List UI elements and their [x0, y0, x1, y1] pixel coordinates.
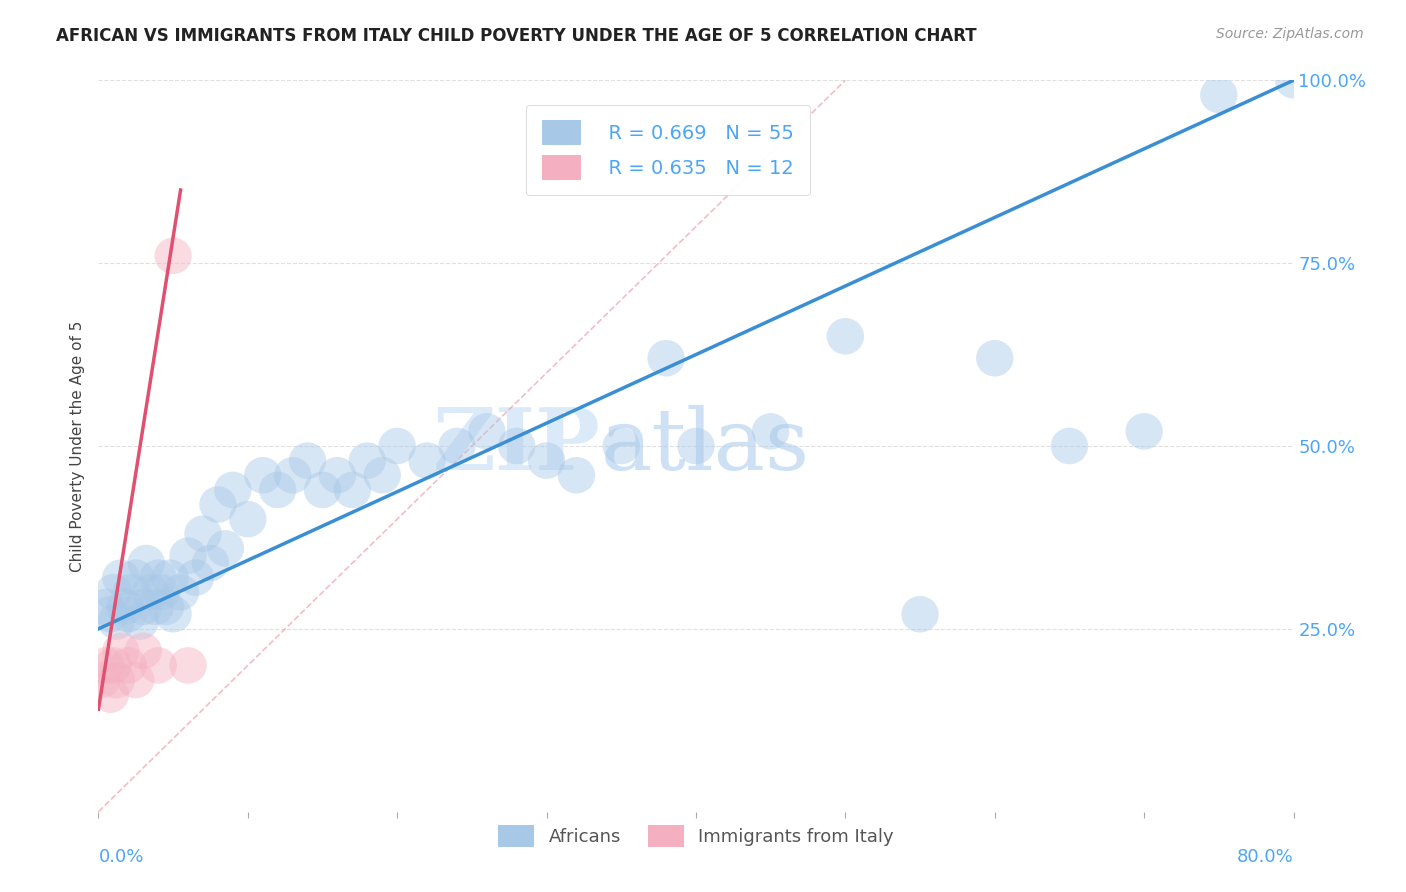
Text: 80.0%: 80.0%	[1237, 848, 1294, 866]
Ellipse shape	[184, 516, 222, 552]
Ellipse shape	[169, 648, 207, 683]
Ellipse shape	[349, 442, 387, 479]
Ellipse shape	[1125, 413, 1163, 450]
Ellipse shape	[132, 574, 169, 610]
Ellipse shape	[274, 457, 311, 493]
Text: 0.0%: 0.0%	[98, 848, 143, 866]
Ellipse shape	[148, 589, 184, 625]
Legend: Africans, Immigrants from Italy: Africans, Immigrants from Italy	[491, 817, 901, 854]
Ellipse shape	[91, 596, 129, 632]
Ellipse shape	[1201, 77, 1237, 113]
Text: Source: ZipAtlas.com: Source: ZipAtlas.com	[1216, 27, 1364, 41]
Ellipse shape	[155, 237, 191, 274]
Ellipse shape	[117, 559, 155, 596]
Ellipse shape	[408, 442, 446, 479]
Ellipse shape	[110, 648, 148, 683]
Ellipse shape	[103, 632, 139, 669]
Text: ZIP: ZIP	[433, 404, 600, 488]
Ellipse shape	[117, 662, 155, 698]
Ellipse shape	[177, 559, 214, 596]
Ellipse shape	[169, 537, 207, 574]
Ellipse shape	[827, 318, 865, 354]
Ellipse shape	[333, 472, 371, 508]
Ellipse shape	[87, 589, 125, 625]
Ellipse shape	[136, 589, 174, 625]
Ellipse shape	[901, 596, 939, 632]
Text: atlas: atlas	[600, 404, 810, 488]
Ellipse shape	[152, 559, 188, 596]
Ellipse shape	[139, 648, 177, 683]
Ellipse shape	[162, 574, 200, 610]
Ellipse shape	[603, 428, 640, 464]
Ellipse shape	[97, 662, 135, 698]
Ellipse shape	[155, 596, 191, 632]
Ellipse shape	[112, 574, 150, 610]
Ellipse shape	[1050, 428, 1088, 464]
Ellipse shape	[97, 603, 135, 640]
Ellipse shape	[121, 603, 159, 640]
Ellipse shape	[498, 428, 536, 464]
Text: AFRICAN VS IMMIGRANTS FROM ITALY CHILD POVERTY UNDER THE AGE OF 5 CORRELATION CH: AFRICAN VS IMMIGRANTS FROM ITALY CHILD P…	[56, 27, 977, 45]
Ellipse shape	[87, 648, 125, 683]
Ellipse shape	[288, 442, 326, 479]
Ellipse shape	[142, 574, 180, 610]
Ellipse shape	[319, 457, 356, 493]
Ellipse shape	[94, 648, 132, 683]
Ellipse shape	[200, 486, 236, 523]
Ellipse shape	[214, 472, 252, 508]
Y-axis label: Child Poverty Under the Age of 5: Child Poverty Under the Age of 5	[70, 320, 86, 572]
Ellipse shape	[752, 413, 789, 450]
Ellipse shape	[125, 632, 162, 669]
Ellipse shape	[1275, 62, 1312, 99]
Ellipse shape	[103, 559, 139, 596]
Ellipse shape	[259, 472, 297, 508]
Ellipse shape	[364, 457, 401, 493]
Ellipse shape	[229, 500, 267, 537]
Ellipse shape	[191, 545, 229, 582]
Ellipse shape	[128, 545, 165, 582]
Ellipse shape	[245, 457, 281, 493]
Ellipse shape	[83, 662, 120, 698]
Ellipse shape	[91, 676, 129, 713]
Ellipse shape	[558, 457, 595, 493]
Ellipse shape	[976, 340, 1014, 376]
Ellipse shape	[678, 428, 714, 464]
Ellipse shape	[647, 340, 685, 376]
Ellipse shape	[139, 559, 177, 596]
Ellipse shape	[304, 472, 342, 508]
Ellipse shape	[94, 574, 132, 610]
Ellipse shape	[439, 428, 475, 464]
Ellipse shape	[527, 442, 565, 479]
Ellipse shape	[468, 413, 506, 450]
Ellipse shape	[110, 596, 148, 632]
Ellipse shape	[107, 589, 143, 625]
Ellipse shape	[378, 428, 416, 464]
Ellipse shape	[125, 589, 162, 625]
Ellipse shape	[207, 530, 245, 566]
